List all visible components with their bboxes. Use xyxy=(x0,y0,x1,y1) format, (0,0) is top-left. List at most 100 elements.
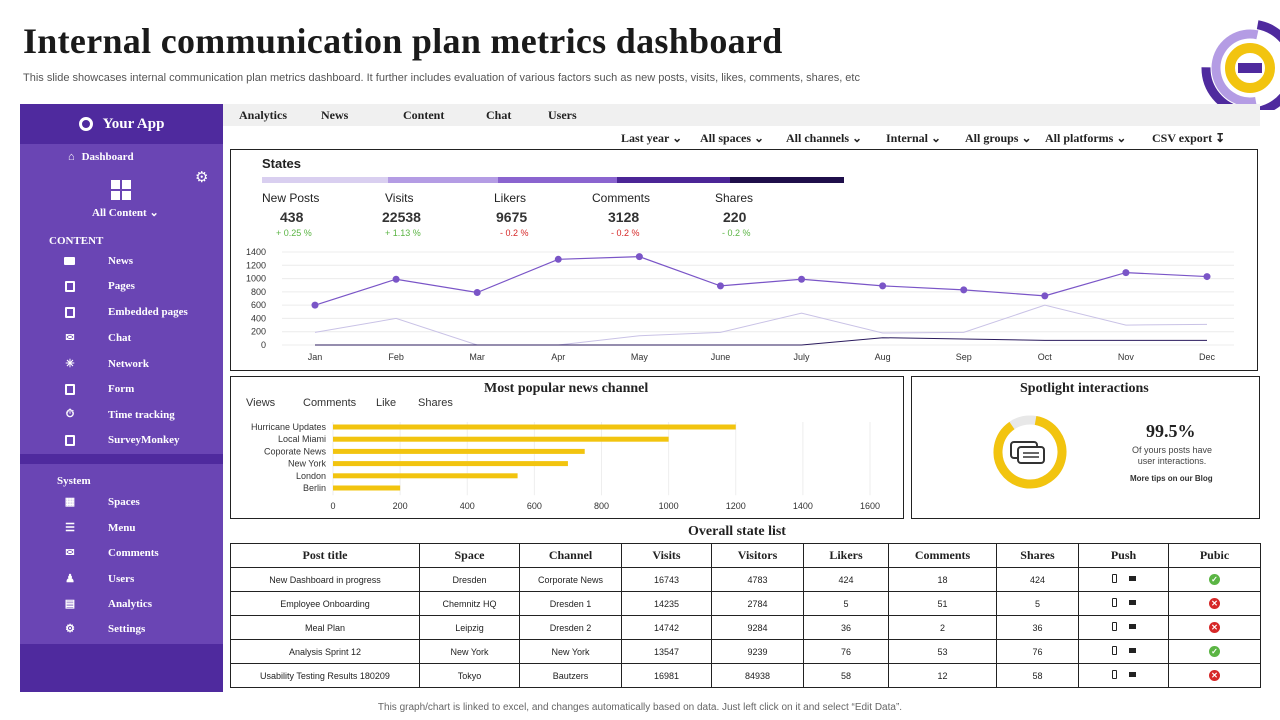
table-cell: 424 xyxy=(996,567,1079,592)
tab-shares[interactable]: Shares xyxy=(418,397,453,409)
tab-analytics[interactable]: Analytics xyxy=(239,108,287,122)
public-cell: ✓ xyxy=(1168,567,1261,592)
sidebar-item-surveymonkey[interactable]: SurveyMonkey xyxy=(60,434,180,446)
mobile-phone-icon[interactable] xyxy=(1111,646,1117,655)
sidebar-item-news[interactable]: News xyxy=(60,255,133,267)
menu-icon: ☰ xyxy=(65,522,75,534)
table-cell: New York xyxy=(419,639,520,664)
filter-spaces-dropdown[interactable]: All spaces ⌄ xyxy=(700,131,764,146)
check-circle-icon: ✓ xyxy=(1209,574,1220,585)
x-tick-label: 1600 xyxy=(860,501,880,511)
table-cell: 14235 xyxy=(621,591,712,616)
x-tick-label: 200 xyxy=(393,501,408,511)
chevron-down-icon: ⌄ xyxy=(672,131,683,145)
overall-state-table: Post title Space Channel Visits Visitors Like… xyxy=(230,543,1261,688)
bar xyxy=(333,461,568,467)
table-cell: 5 xyxy=(996,591,1079,616)
blog-tips-link[interactable]: More tips on our Blog xyxy=(1130,474,1213,483)
y-tick-label: 0 xyxy=(261,340,266,350)
tab-content[interactable]: Content xyxy=(403,108,445,122)
sidebar-item-dashboard[interactable]: ⌂ Dashboard xyxy=(68,151,134,163)
sidebar-item-users[interactable]: ♟ Users xyxy=(60,572,134,586)
sidebar-item-menu[interactable]: ☰ Menu xyxy=(60,521,136,535)
envelope-icon[interactable] xyxy=(1128,648,1136,653)
envelope-icon[interactable] xyxy=(1128,624,1136,629)
series-line xyxy=(315,337,1207,346)
mobile-phone-icon[interactable] xyxy=(1111,670,1117,679)
filter-platforms-dropdown[interactable]: All platforms ⌄ xyxy=(1045,131,1126,146)
sidebar-item-spaces[interactable]: ▦ Spaces xyxy=(60,495,140,509)
tab-chat[interactable]: Chat xyxy=(486,108,512,122)
x-tick-label: 600 xyxy=(527,501,542,511)
table-cell: 2 xyxy=(888,615,997,640)
x-tick-label: Nov xyxy=(1118,352,1135,362)
form-icon xyxy=(65,383,75,395)
home-icon: ⌂ xyxy=(68,151,75,163)
gear-icon[interactable]: ⚙ xyxy=(195,170,209,186)
push-cell xyxy=(1078,615,1169,640)
chevron-down-icon: ⌄ xyxy=(149,207,159,219)
stat-label-shares: Shares xyxy=(715,191,754,205)
sidebar-item-network[interactable]: ✳ Network xyxy=(60,357,149,371)
data-point xyxy=(1041,292,1049,300)
bar xyxy=(333,448,585,454)
envelope-icon[interactable] xyxy=(1128,600,1136,605)
tab-comments[interactable]: Comments xyxy=(303,397,357,409)
sidebar-item-settings[interactable]: ⚙ Settings xyxy=(60,622,146,636)
table-cell: 36 xyxy=(803,615,889,640)
column-header: Visits xyxy=(621,543,712,568)
sidebar-header[interactable]: Your App xyxy=(20,104,223,144)
windows-icon: ▦ xyxy=(64,496,76,508)
stat-label-likers: Likers xyxy=(494,191,527,205)
sidebar-item-label: SurveyMonkey xyxy=(108,434,180,446)
sidebar-item-comments[interactable]: ✉ Comments xyxy=(60,546,158,560)
table-cell: 424 xyxy=(803,567,889,592)
tab-users[interactable]: Users xyxy=(548,108,577,122)
tab-views[interactable]: Views xyxy=(246,397,276,409)
bar xyxy=(333,436,669,442)
stat-value-new-posts: 438 xyxy=(280,209,304,225)
mobile-phone-icon[interactable] xyxy=(1111,574,1117,583)
filter-channels-dropdown[interactable]: All channels ⌄ xyxy=(786,131,862,146)
tab-news[interactable]: News xyxy=(321,108,349,122)
data-point xyxy=(392,275,400,283)
mobile-phone-icon[interactable] xyxy=(1111,622,1117,631)
table-row[interactable]: Meal Plan Leipzig Dresden 2 14742 9284 36 2 36 ✕ xyxy=(230,615,1261,640)
table-cell: 13547 xyxy=(621,639,712,664)
sidebar-item-form[interactable]: Form xyxy=(60,383,134,395)
sidebar-item-chat[interactable]: ✉ Chat xyxy=(60,331,131,345)
embedded-page-icon xyxy=(65,306,75,318)
states-title: States xyxy=(262,156,302,171)
filter-groups-dropdown[interactable]: All groups ⌄ xyxy=(965,131,1032,146)
all-content-dropdown[interactable]: All Content ⌄ xyxy=(92,206,159,219)
csv-export-button[interactable]: CSV export ↧ xyxy=(1152,131,1225,146)
chevron-down-icon: ⌄ xyxy=(1116,131,1127,145)
table-cell: Leipzig xyxy=(419,615,520,640)
color-strip-segment xyxy=(388,177,498,183)
page-subtitle: This slide showcases internal communicat… xyxy=(23,72,860,84)
push-cell xyxy=(1078,567,1169,592)
sidebar-item-analytics[interactable]: ▤ Analytics xyxy=(60,597,152,611)
filter-period-dropdown[interactable]: Last year ⌄ xyxy=(621,131,682,146)
mobile-phone-icon[interactable] xyxy=(1111,598,1117,607)
table-row[interactable]: New Dashboard in progress Dresden Corporat… xyxy=(230,567,1261,592)
table-row[interactable]: Usability Testing Results 180209 Tokyo Bau… xyxy=(230,663,1261,688)
sidebar-item-pages[interactable]: Pages xyxy=(60,280,135,292)
stat-value-shares: 220 xyxy=(723,209,747,225)
sidebar-item-time-tracking[interactable]: ⏱ Time tracking xyxy=(60,408,175,421)
y-tick-label: 600 xyxy=(251,300,266,310)
filter-internal-dropdown[interactable]: Internal ⌄ xyxy=(886,131,941,146)
tab-like[interactable]: Like xyxy=(376,397,397,409)
sidebar-item-label: Settings xyxy=(108,622,146,635)
table-row[interactable]: Analysis Sprint 12 New York New York 13547 9… xyxy=(230,639,1261,664)
bar-category-label: Coporate News xyxy=(264,446,327,456)
sidebar-item-embedded-pages[interactable]: Embedded pages xyxy=(60,306,188,318)
spotlight-title: Spotlight interactions xyxy=(1020,381,1149,396)
table-cell: 12 xyxy=(888,663,997,688)
envelope-icon[interactable] xyxy=(1128,672,1136,677)
sidebar-item-label: Menu xyxy=(108,521,136,534)
table-cell: 51 xyxy=(888,591,997,616)
envelope-icon[interactable] xyxy=(1128,576,1136,581)
series-line xyxy=(314,304,1208,346)
